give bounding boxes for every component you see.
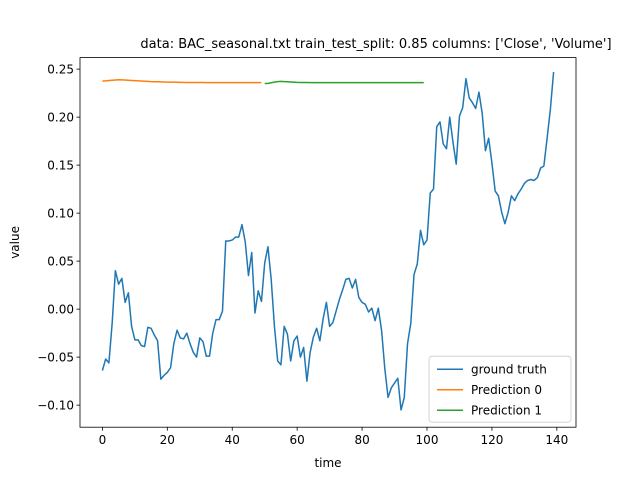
y-tick-label: −0.10	[37, 398, 74, 412]
y-tick-label: 0.20	[47, 110, 74, 124]
x-axis-label: time	[314, 456, 341, 470]
legend-box	[428, 355, 572, 423]
legend: ground truth Prediction 0 Prediction 1	[428, 355, 572, 423]
y-axis: −0.10 −0.05 0.00 0.05 0.10 0.15 0.20 0.25	[37, 62, 80, 412]
series-line-prediction-1	[264, 80, 424, 85]
legend-entry: ground truth	[471, 362, 547, 376]
y-tick-label: 0.05	[47, 254, 74, 268]
y-tick-label: 0.15	[47, 158, 74, 172]
y-axis-label: value	[8, 226, 22, 259]
plot-frame	[79, 57, 577, 428]
series-line-ground-truth	[101, 71, 555, 411]
x-tick-label: 20	[160, 433, 175, 447]
y-tick-label: −0.05	[37, 350, 74, 364]
x-tick-label: 60	[290, 433, 305, 447]
legend-entry: Prediction 0	[471, 383, 542, 397]
x-tick-label: 140	[545, 433, 568, 447]
series-layer	[101, 71, 555, 411]
series-line-prediction-0	[102, 79, 262, 84]
x-axis: 0 20 40 60 80 100 120 140	[99, 427, 568, 447]
y-tick-label: 0.25	[47, 62, 74, 76]
x-tick-label: 0	[99, 433, 107, 447]
x-tick-label: 120	[480, 433, 503, 447]
legend-entry: Prediction 1	[471, 403, 542, 417]
chart-title: data: BAC_seasonal.txt train_test_split:…	[140, 37, 611, 52]
x-tick-label: 100	[416, 433, 439, 447]
y-tick-label: 0.10	[47, 206, 74, 220]
x-tick-label: 40	[225, 433, 240, 447]
x-tick-label: 80	[354, 433, 369, 447]
y-tick-label: 0.00	[47, 302, 74, 316]
